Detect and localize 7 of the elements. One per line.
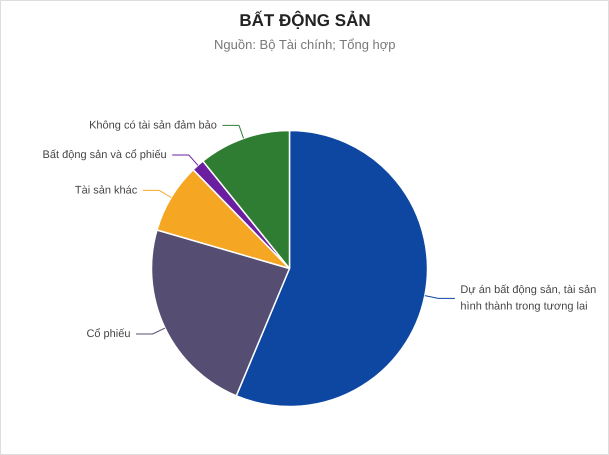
- chart-title: BẤT ĐỘNG SẢN: [239, 10, 371, 30]
- slice-label: Cổ phiếu: [86, 328, 130, 340]
- slice-label: Tài sản khác: [74, 184, 138, 196]
- slice-label: Dự án bất động sản, tài sản hình thành trong tương lai: [460, 284, 596, 313]
- slice-label: Bất động sản và cổ phiếu: [42, 148, 167, 161]
- chart-subtitle: Nguồn: Bộ Tài chính; Tổng hợp: [214, 37, 396, 52]
- slice-label: Không có tài sản đảm bảo: [89, 119, 217, 132]
